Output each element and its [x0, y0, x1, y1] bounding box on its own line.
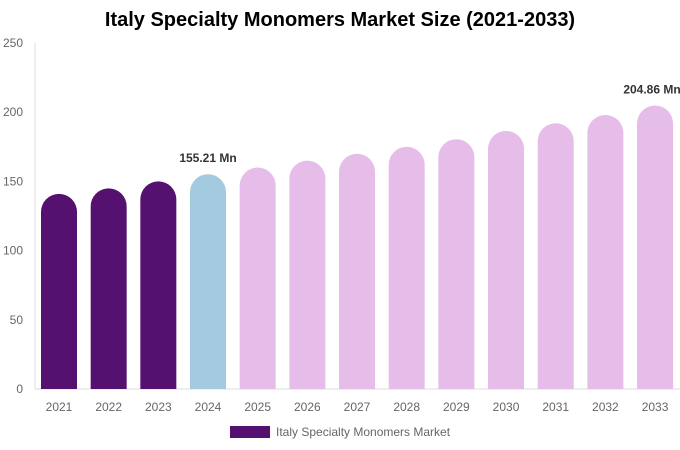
x-tick-label: 2024	[195, 400, 222, 414]
x-tick-label: 2025	[244, 400, 271, 414]
y-tick-label: 150	[3, 174, 23, 188]
bar-2022	[90, 188, 127, 389]
bar-2023	[140, 181, 177, 389]
y-tick-label: 50	[10, 313, 24, 327]
bar-2024	[190, 174, 227, 389]
bar-2028	[388, 146, 425, 389]
bar-2032	[587, 114, 624, 389]
x-tick-label: 2029	[443, 400, 470, 414]
legend: Italy Specialty Monomers Market	[230, 425, 450, 439]
x-tick-label: 2028	[393, 400, 420, 414]
chart-title: Italy Specialty Monomers Market Size (20…	[104, 9, 576, 31]
bar-2030	[488, 130, 525, 390]
x-tick-label: 2033	[642, 400, 669, 414]
x-tick-label: 2030	[493, 400, 520, 414]
y-tick-label: 250	[3, 36, 23, 50]
legend-swatch	[230, 426, 270, 438]
x-tick-label: 2022	[95, 400, 122, 414]
x-tick-label: 2032	[592, 400, 619, 414]
x-tick-label: 2031	[542, 400, 569, 414]
y-tick-label: 100	[3, 244, 23, 258]
bar-2021	[41, 193, 77, 389]
x-tick-label: 2021	[46, 400, 73, 414]
x-tick-label: 2023	[145, 400, 172, 414]
y-tick-label: 0	[16, 382, 23, 396]
x-tick-label: 2027	[344, 400, 371, 414]
bar-2025	[239, 167, 276, 389]
bar-2031	[537, 123, 574, 389]
bar-2029	[438, 139, 475, 389]
legend-label: Italy Specialty Monomers Market	[276, 425, 451, 439]
bar-2026	[289, 160, 326, 389]
data-label: 155.21 Mn	[179, 151, 236, 165]
data-label: 204.86 Mn	[623, 82, 680, 96]
x-tick-label: 2026	[294, 400, 321, 414]
bar-2027	[339, 153, 376, 389]
y-tick-label: 200	[3, 105, 23, 119]
bar-2033	[637, 105, 674, 390]
